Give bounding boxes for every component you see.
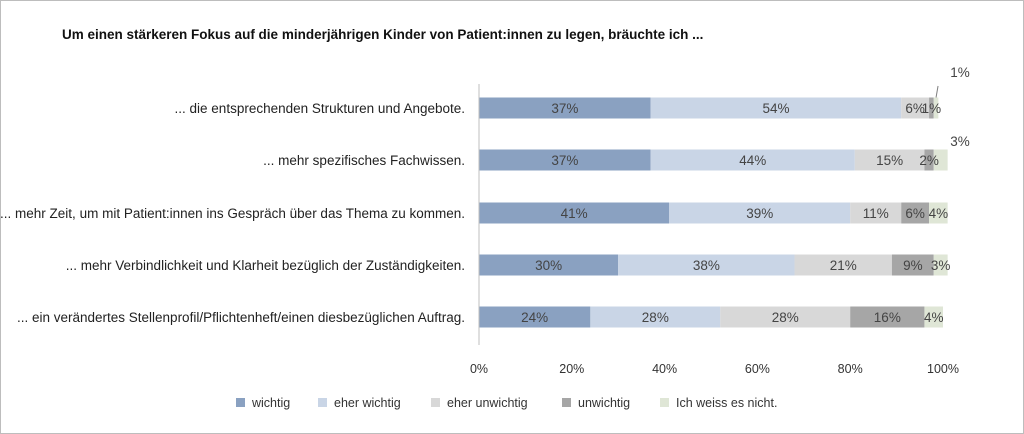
value-label: 39% bbox=[746, 206, 773, 221]
x-tick-label: 20% bbox=[559, 362, 584, 376]
value-label: 37% bbox=[551, 101, 578, 116]
legend-swatch bbox=[562, 398, 571, 407]
bar-segment bbox=[933, 97, 939, 119]
bar-segment bbox=[929, 202, 948, 224]
legend-swatch bbox=[660, 398, 669, 407]
bar-segment bbox=[479, 149, 651, 171]
value-label: 24% bbox=[521, 310, 548, 325]
legend-swatch bbox=[236, 398, 245, 407]
bar-segment bbox=[650, 149, 855, 171]
value-label: 37% bbox=[551, 153, 578, 168]
legend-label: eher unwichtig bbox=[447, 396, 528, 410]
bar-segment bbox=[933, 149, 948, 171]
value-label: 38% bbox=[693, 258, 720, 273]
bar-segment bbox=[924, 306, 943, 328]
bar-segment bbox=[854, 149, 925, 171]
value-label: 6% bbox=[905, 206, 925, 221]
bar-segment bbox=[479, 202, 670, 224]
value-label: 44% bbox=[739, 153, 766, 168]
category-label: ... mehr Verbindlichkeit und Klarheit be… bbox=[66, 258, 465, 273]
value-label: 16% bbox=[874, 310, 901, 325]
x-tick-label: 100% bbox=[927, 362, 959, 376]
legend-label: wichtig bbox=[251, 396, 290, 410]
bar-segment bbox=[669, 202, 851, 224]
legend-label: unwichtig bbox=[578, 396, 630, 410]
category-label: ... mehr spezifisches Fachwissen. bbox=[263, 153, 465, 168]
value-label: 1% bbox=[922, 101, 942, 116]
value-label: 3% bbox=[931, 258, 951, 273]
legend-swatch bbox=[318, 398, 327, 407]
value-label: 4% bbox=[929, 206, 949, 221]
value-label: 54% bbox=[762, 101, 789, 116]
value-label: 4% bbox=[924, 310, 944, 325]
bar-segment bbox=[618, 254, 795, 276]
bar-segment bbox=[479, 97, 651, 119]
x-tick-label: 60% bbox=[745, 362, 770, 376]
x-tick-label: 40% bbox=[652, 362, 677, 376]
value-label: 21% bbox=[830, 258, 857, 273]
value-label: 41% bbox=[561, 206, 588, 221]
category-label: ... mehr Zeit, um mit Patient:innen ins … bbox=[0, 206, 465, 221]
bar-segment bbox=[933, 254, 948, 276]
bar-segment bbox=[850, 202, 902, 224]
value-label: 28% bbox=[642, 310, 669, 325]
bar-segment bbox=[924, 149, 934, 171]
value-label: 2% bbox=[919, 153, 939, 168]
legend-swatch bbox=[431, 398, 440, 407]
value-label: 6% bbox=[905, 101, 925, 116]
bar-segment bbox=[901, 202, 930, 224]
bar-segment bbox=[891, 254, 934, 276]
bar-segment bbox=[794, 254, 892, 276]
chart-title: Um einen stärkeren Fokus auf die minderj… bbox=[62, 27, 704, 42]
value-label: 15% bbox=[876, 153, 903, 168]
value-label: 28% bbox=[772, 310, 799, 325]
bar-segment bbox=[479, 306, 591, 328]
bar-segment bbox=[929, 97, 934, 119]
callout-label: 3% bbox=[950, 134, 970, 149]
legend-label: eher wichtig bbox=[334, 396, 401, 410]
bar-segment bbox=[901, 97, 930, 119]
bar-segment bbox=[850, 306, 925, 328]
bar-segment bbox=[720, 306, 851, 328]
bar-segment bbox=[590, 306, 721, 328]
category-label: ... die entsprechenden Strukturen und An… bbox=[175, 101, 465, 116]
x-tick-label: 80% bbox=[838, 362, 863, 376]
bar-segment bbox=[479, 254, 619, 276]
category-label: ... ein verändertes Stellenprofil/Pflich… bbox=[17, 310, 465, 325]
value-label: 11% bbox=[863, 206, 889, 221]
x-tick-label: 0% bbox=[470, 362, 488, 376]
callout-label: 1% bbox=[950, 65, 970, 80]
value-label: 30% bbox=[535, 258, 562, 273]
legend-label: Ich weiss es nicht. bbox=[676, 396, 777, 410]
callout-leader bbox=[935, 85, 939, 98]
bar-segment bbox=[650, 97, 902, 119]
value-label: 9% bbox=[903, 258, 923, 273]
